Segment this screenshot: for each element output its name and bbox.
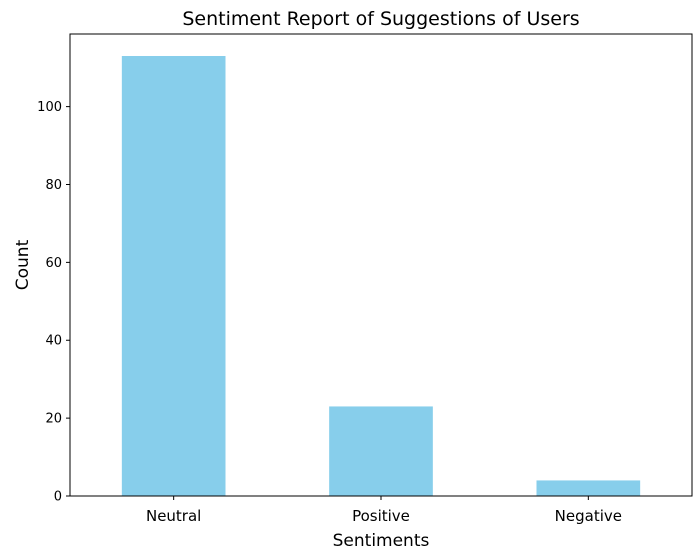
- x-axis-label: Sentiments: [333, 531, 430, 551]
- chart-title: Sentiment Report of Suggestions of Users: [182, 8, 579, 30]
- bar-neutral: [121, 56, 226, 496]
- y-tick-label-80: 80: [45, 178, 62, 193]
- x-tick-label-neutral: Neutral: [146, 507, 201, 525]
- y-tick-label-60: 60: [45, 256, 62, 271]
- y-tick-label-100: 100: [37, 100, 62, 115]
- y-tick-label-40: 40: [45, 334, 62, 349]
- y-axis-label: Count: [13, 239, 33, 290]
- bar-negative: [536, 480, 641, 496]
- bar-positive: [329, 406, 433, 496]
- plot-area: Neutral Positive Negative 0 20 40 60 80 100: [37, 33, 693, 525]
- y-tick-label-0: 0: [54, 490, 62, 505]
- x-tick-label-negative: Negative: [555, 507, 622, 525]
- axes-frame: [69, 33, 693, 497]
- x-tick-label-positive: Positive: [352, 507, 410, 525]
- y-tick-label-20: 20: [45, 412, 62, 427]
